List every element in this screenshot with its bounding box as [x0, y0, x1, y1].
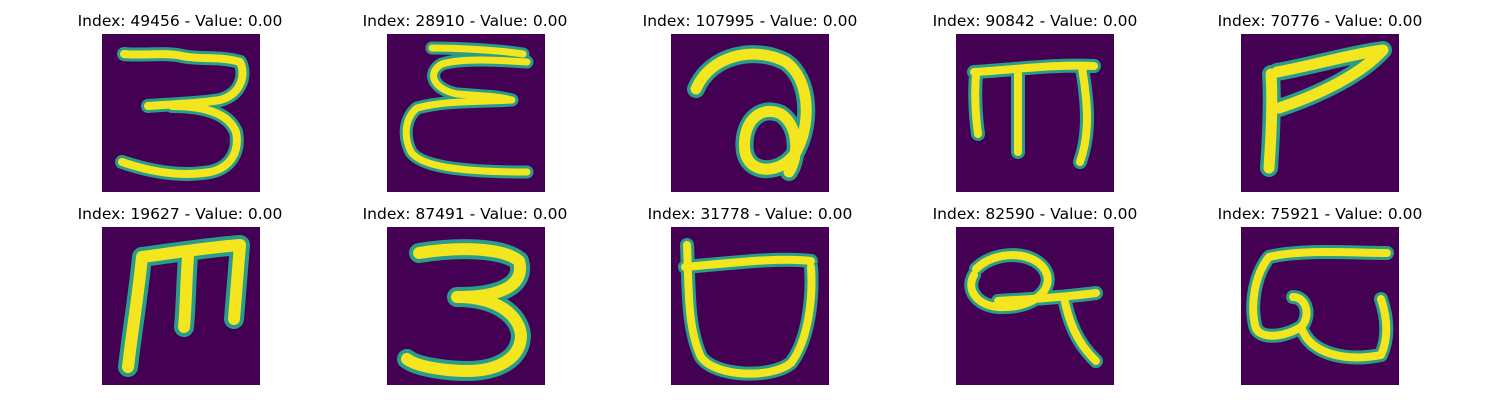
glyph-image — [671, 34, 829, 192]
panel-title: Index: 31778 - Value: 0.00 — [647, 205, 853, 223]
glyph-panel — [956, 227, 1114, 385]
panel-title: Index: 19627 - Value: 0.00 — [77, 205, 283, 223]
glyph-panel — [1241, 34, 1399, 192]
glyph-image — [102, 34, 260, 192]
glyph-image — [387, 227, 545, 385]
glyph-panel — [387, 34, 545, 192]
panel-title: Index: 28910 - Value: 0.00 — [362, 12, 568, 30]
glyph-panel — [1241, 227, 1399, 385]
glyph-panel — [102, 227, 260, 385]
glyph-image — [1241, 227, 1399, 385]
glyph-panel — [671, 227, 829, 385]
glyph-image — [102, 227, 260, 385]
panel-title: Index: 70776 - Value: 0.00 — [1217, 12, 1423, 30]
glyph-panel — [102, 34, 260, 192]
panel-title: Index: 75921 - Value: 0.00 — [1217, 205, 1423, 223]
panel-title: Index: 82590 - Value: 0.00 — [932, 205, 1138, 223]
glyph-image — [387, 34, 545, 192]
glyph-image — [671, 227, 829, 385]
panel-title: Index: 107995 - Value: 0.00 — [642, 12, 858, 30]
glyph-panel — [387, 227, 545, 385]
glyph-image — [956, 34, 1114, 192]
glyph-panel — [671, 34, 829, 192]
panel-title: Index: 90842 - Value: 0.00 — [932, 12, 1138, 30]
panel-title: Index: 49456 - Value: 0.00 — [77, 12, 283, 30]
glyph-image — [956, 227, 1114, 385]
panel-title: Index: 87491 - Value: 0.00 — [362, 205, 568, 223]
glyph-image — [1241, 34, 1399, 192]
glyph-panel — [956, 34, 1114, 192]
